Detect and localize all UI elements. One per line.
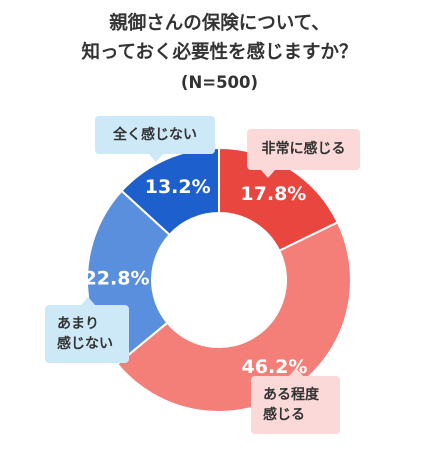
callout-somewhat: ある程度 感じる [251, 368, 340, 434]
callout-not-at-all-text: 全く感じない [113, 127, 197, 143]
slice-not-at-all [120, 146, 220, 237]
chart-title-line2: 知っておく必要性を感じますか？ [81, 42, 358, 63]
callout-somewhat-line2: 感じる [263, 407, 305, 423]
callout-tail [81, 297, 95, 305]
chart-sample-size: (N=500) [180, 73, 259, 92]
chart-title-line1: 親御さんの保険について、 [109, 13, 330, 34]
callout-very-text: 非常に感じる [261, 141, 346, 157]
slice-somewhat [115, 220, 352, 413]
callout-not-much: あまり 感じない [45, 297, 129, 363]
label-not-at-all: 13.2% [145, 176, 211, 198]
callout-tail [149, 154, 163, 162]
callout-not-much-line2: 感じない [57, 336, 113, 352]
callout-tail [261, 170, 275, 178]
callout-not-at-all: 全く感じない [95, 116, 215, 162]
label-very: 17.8% [240, 183, 306, 205]
callout-somewhat-line1: ある程度 [263, 387, 319, 403]
callout-not-much-line1: あまり [57, 316, 99, 332]
label-not-much: 22.8% [84, 267, 150, 289]
callout-tail [289, 368, 303, 376]
callout-very: 非常に感じる [247, 129, 360, 178]
